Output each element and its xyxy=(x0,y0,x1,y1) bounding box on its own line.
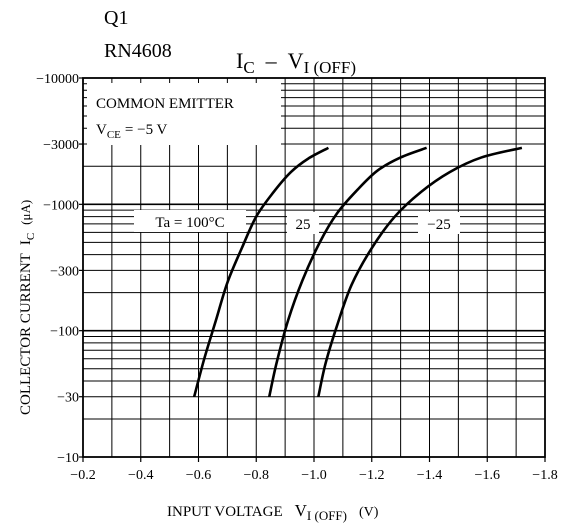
y-tick-label: −300 xyxy=(50,264,79,279)
curve-label-bg xyxy=(287,212,319,234)
y-tick-label: −10000 xyxy=(36,72,79,87)
plot-frame xyxy=(82,77,546,458)
curve-label-bg xyxy=(134,210,246,232)
series-curve xyxy=(317,146,523,397)
curve-label-bg xyxy=(418,212,460,234)
x-tick-label: −0.4 xyxy=(128,468,153,483)
curve-label: 25 xyxy=(296,217,311,233)
y-tick-label: −3000 xyxy=(43,138,79,153)
legend-line-2: VCE = −5 V xyxy=(96,122,168,141)
legend-box xyxy=(87,83,281,145)
y-tick-label: −30 xyxy=(57,391,79,406)
title-ic-sub: C xyxy=(243,58,255,77)
y-tick-label: −100 xyxy=(50,325,79,340)
y-axis-unit: (μA) xyxy=(18,200,33,225)
series-curve xyxy=(192,146,330,398)
y-axis-label: COLLECTOR CURRENT xyxy=(18,253,34,415)
x-axis-label: INPUT VOLTAGE xyxy=(167,504,283,520)
x-axis-symbol: V xyxy=(295,501,308,520)
curve-labels: Ta = 100°C 25 −25 xyxy=(134,210,460,234)
x-tick-label: −1.8 xyxy=(532,468,557,483)
y-tick-label: −10 xyxy=(57,451,79,466)
chart-curves xyxy=(192,146,523,398)
x-axis-title: INPUT VOLTAGE VI (OFF) (V) xyxy=(167,501,379,523)
x-tick-label: −1.4 xyxy=(417,468,442,483)
title-ic: I xyxy=(236,48,244,73)
series-curve xyxy=(267,146,428,397)
x-axis-sub: I (OFF) xyxy=(307,508,347,523)
x-tick-label: −1.2 xyxy=(359,468,384,483)
tick-labels: −0.2 −0.4 −0.6 −0.8 −1.0 −1.2 −1.4 −1.6 −1.8 −10 −… xyxy=(36,72,558,483)
x-tick-label: −1.6 xyxy=(475,468,500,483)
curve-label: Ta = 100°C xyxy=(155,215,224,231)
y-tick-label: −1000 xyxy=(43,198,79,213)
y-axis-symbol: I xyxy=(18,240,34,245)
title-vi: V xyxy=(287,48,304,73)
title-dash: – xyxy=(265,48,277,73)
x-axis-unit: (V) xyxy=(359,505,379,520)
chart-title: IC – VI (OFF) xyxy=(236,48,356,78)
y-axis-title: COLLECTOR CURRENT IC (μA) xyxy=(18,200,37,415)
x-tick-label: −0.2 xyxy=(70,468,95,483)
legend-vce-symbol: V xyxy=(96,122,107,138)
legend-line-1: COMMON EMITTER xyxy=(96,96,234,112)
title-vi-sub: I (OFF) xyxy=(303,58,356,77)
part-number: RN4608 xyxy=(104,40,172,62)
legend-vce-sub: CE xyxy=(107,129,121,141)
legend-vce-value: = −5 V xyxy=(125,122,168,138)
q1-label: Q1 xyxy=(104,7,129,29)
x-tick-label: −0.8 xyxy=(244,468,269,483)
curve-label: −25 xyxy=(427,217,450,233)
x-tick-label: −0.6 xyxy=(186,468,211,483)
x-tick-label: −1.0 xyxy=(301,468,326,483)
y-axis-sub: C xyxy=(25,233,37,240)
